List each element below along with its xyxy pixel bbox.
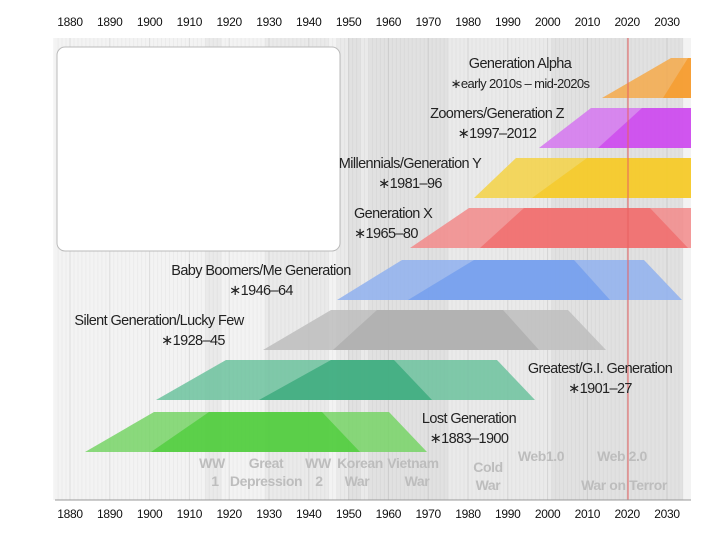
- label-boomers: Baby Boomers/Me Generation: [171, 263, 351, 279]
- generation-band-inner: [408, 260, 610, 300]
- generation-band: [85, 412, 427, 452]
- axis-year-label: 1980: [455, 15, 481, 29]
- event-depression-2: Depression: [230, 473, 302, 489]
- axis-year-label: 1890: [97, 507, 123, 521]
- event-cold-2: War: [476, 477, 502, 493]
- dates-lost: ∗1883–1900: [430, 431, 509, 447]
- dates-silent: ∗1928–45: [161, 333, 225, 349]
- generation-band: [156, 360, 535, 400]
- axis-year-label: 1880: [57, 15, 83, 29]
- generation-labels: Generation Alpha ∗early 2010s – mid-2020…: [74, 56, 673, 447]
- event-web2: Web 2.0: [597, 448, 647, 464]
- event-vietnam-2: War: [405, 473, 431, 489]
- axis-year-label: 1920: [216, 507, 242, 521]
- generation-band: [474, 158, 700, 198]
- label-greatest: Greatest/G.I. Generation: [528, 361, 673, 377]
- axis-year-label: 2020: [614, 507, 640, 521]
- axis-year-label: 2010: [575, 507, 601, 521]
- event-ww1-2: 1: [211, 473, 219, 489]
- event-cold-1: Cold: [473, 459, 503, 475]
- axis-year-label: 1910: [177, 507, 203, 521]
- axis-year-label: 1900: [137, 507, 163, 521]
- generation-band: [539, 108, 700, 148]
- generation-band-inner: [333, 310, 539, 350]
- label-lost: Lost Generation: [422, 411, 517, 427]
- generation-band-inner: [151, 412, 360, 452]
- generation-bands: [85, 0, 720, 540]
- event-depression-1: Great: [249, 455, 284, 471]
- axis-year-label: 2000: [535, 507, 561, 521]
- axis-year-label: 1980: [455, 507, 481, 521]
- dates-genz: ∗1997–2012: [458, 126, 537, 142]
- generation-band-inner: [259, 360, 432, 400]
- axis-year-label: 1930: [256, 15, 282, 29]
- axis-top-labels: 1880 1890 1900 1910 1920 1930 1940 1950 1960 1970…: [57, 15, 680, 29]
- axis-year-label: 1960: [376, 15, 402, 29]
- label-genz: Zoomers/Generation Z: [430, 106, 565, 122]
- generation-band-inner: [480, 208, 688, 248]
- generation-band-inner: [532, 158, 700, 198]
- right-margin: [691, 0, 720, 540]
- event-ww2-2: 2: [315, 473, 323, 489]
- axis-year-label: 2010: [575, 15, 601, 29]
- axis-year-label: 1920: [216, 15, 242, 29]
- dates-genx: ∗1965–80: [354, 226, 418, 242]
- axis-bottom-labels: 1880 1890 1900 1910 1920 1930 1940 1950 1960 1970…: [57, 507, 680, 521]
- axis-year-label: 2020: [614, 15, 640, 29]
- axis-year-label: 2000: [535, 15, 561, 29]
- axis-year-label: 1940: [296, 15, 322, 29]
- axis-year-label: 1990: [495, 15, 521, 29]
- dates-alpha: ∗early 2010s – mid-2020s: [451, 76, 591, 91]
- dates-boomers: ∗1946–64: [229, 283, 293, 299]
- generation-band: [337, 260, 682, 300]
- axis-year-label: 2030: [654, 15, 680, 29]
- event-terror: War on Terror: [581, 477, 668, 493]
- event-web1: Web1.0: [518, 448, 565, 464]
- axis-year-label: 1970: [415, 15, 441, 29]
- axis-year-label: 1970: [415, 507, 441, 521]
- axis-year-label: 1900: [137, 15, 163, 29]
- blank-panel: [56, 46, 341, 252]
- label-silent: Silent Generation/Lucky Few: [74, 313, 244, 329]
- event-ww2-1: WW: [305, 455, 332, 471]
- axis-year-label: 1940: [296, 507, 322, 521]
- axis-year-label: 1910: [177, 15, 203, 29]
- generation-band: [602, 58, 700, 98]
- event-korean-2: War: [345, 473, 371, 489]
- axis-year-label: 1950: [336, 507, 362, 521]
- generation-band-inner: [598, 108, 700, 148]
- axis-year-label: 1890: [97, 15, 123, 29]
- axis-year-label: 1960: [376, 507, 402, 521]
- axis-year-label: 1930: [256, 507, 282, 521]
- axis-year-label: 1990: [495, 507, 521, 521]
- generation-band-inner: [663, 58, 700, 98]
- dates-millennials: ∗1981–96: [378, 176, 442, 192]
- generation-band: [263, 310, 606, 350]
- event-korean-1: Korean: [337, 455, 383, 471]
- event-ww1-1: WW: [199, 455, 226, 471]
- label-genx: Generation X: [354, 206, 433, 222]
- label-millennials: Millennials/Generation Y: [339, 156, 482, 172]
- axis-year-label: 2030: [654, 507, 680, 521]
- event-labels: WW 1 Great Depression WW 2 Korean War Vi…: [199, 448, 668, 493]
- dates-greatest: ∗1901–27: [568, 381, 632, 397]
- axis-year-label: 1880: [57, 507, 83, 521]
- axis-year-label: 1950: [336, 15, 362, 29]
- event-vietnam-1: Vietnam: [387, 455, 438, 471]
- label-alpha: Generation Alpha: [469, 56, 573, 72]
